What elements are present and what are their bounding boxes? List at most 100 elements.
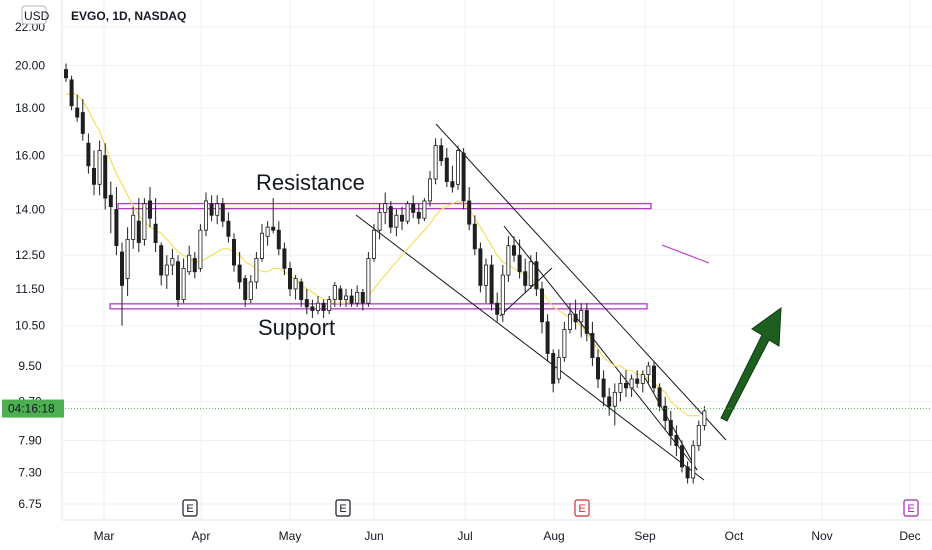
- y-tick-label: 11.50: [15, 282, 44, 296]
- candle-up: [131, 214, 136, 240]
- price-tag-text: 04:16:18: [8, 402, 55, 416]
- x-tick-label: Jul: [457, 529, 472, 543]
- candle-up: [455, 150, 460, 185]
- channel-lower-line[interactable]: [355, 214, 705, 481]
- candle-down: [450, 181, 455, 188]
- candle-down: [209, 203, 214, 216]
- candle-up: [265, 226, 270, 237]
- candle-up: [203, 200, 208, 231]
- candle-up: [528, 261, 533, 286]
- candle-down: [523, 271, 528, 286]
- candle-up: [215, 203, 220, 216]
- candle-down: [220, 203, 225, 222]
- candle-down: [517, 254, 522, 273]
- candle-up: [483, 264, 488, 286]
- candle-down: [75, 107, 80, 118]
- wedge-lower-line[interactable]: [499, 267, 553, 317]
- candle-up: [371, 229, 376, 259]
- candle-up: [500, 274, 505, 315]
- candle-up: [646, 365, 651, 376]
- currency-badge[interactable]: [21, 5, 47, 25]
- x-tick-label: Oct: [725, 529, 744, 543]
- y-tick-label: 12.50: [15, 248, 45, 262]
- candle-down: [80, 112, 85, 134]
- candle-up: [691, 445, 696, 479]
- candle-down: [624, 382, 629, 389]
- candle-up: [181, 267, 186, 300]
- earnings-marker: [574, 499, 590, 517]
- candle-down: [349, 295, 354, 304]
- x-tick-label: Jun: [364, 529, 383, 543]
- candle-down: [573, 313, 578, 323]
- candle-down: [136, 220, 141, 243]
- candle-up: [142, 203, 147, 240]
- earnings-marker-label: E: [578, 503, 585, 515]
- y-tick-label: 7.90: [18, 433, 42, 447]
- candle-down: [540, 288, 545, 323]
- candle-up: [259, 232, 264, 259]
- chart-title: EVGO, 1D, NASDAQ: [71, 9, 186, 23]
- candle-down: [304, 299, 309, 308]
- candle-up: [696, 425, 701, 447]
- candle-down: [92, 167, 97, 185]
- x-tick-label: Mar: [94, 529, 115, 543]
- candle-up: [125, 238, 130, 279]
- candle-down: [652, 365, 657, 389]
- candle-down: [153, 223, 158, 243]
- candle-down: [439, 145, 444, 162]
- candle-down: [120, 251, 125, 286]
- current-price-tag[interactable]: 04:16:18: [2, 399, 64, 418]
- candle-up: [579, 310, 584, 323]
- candle-down: [512, 245, 517, 256]
- candle-up: [568, 313, 573, 330]
- candle-up: [187, 254, 192, 273]
- candle-up: [327, 299, 332, 311]
- candle-down: [231, 238, 236, 266]
- price-tag-background: [2, 399, 64, 418]
- y-tick-label: 6.75: [18, 497, 42, 511]
- candle-down: [192, 258, 197, 273]
- projection-line[interactable]: [661, 244, 710, 264]
- candle-down: [243, 278, 248, 300]
- candle-down: [657, 387, 662, 407]
- candle-down: [495, 302, 500, 315]
- candle-down: [534, 261, 539, 290]
- candle-down: [399, 214, 404, 222]
- y-tick-label: 18.00: [15, 101, 45, 115]
- candle-up: [640, 374, 645, 384]
- y-tick-label: 7.30: [18, 465, 42, 479]
- candle-down: [360, 292, 365, 304]
- earnings-marker-label: E: [907, 503, 914, 515]
- candle-down: [237, 264, 242, 283]
- candle-down: [310, 306, 315, 311]
- candle-down: [69, 79, 74, 107]
- candle-up: [612, 391, 617, 407]
- candle-down: [478, 248, 483, 286]
- candle-down: [596, 357, 601, 380]
- candle-down: [321, 302, 326, 311]
- x-tick-label: Nov: [811, 529, 832, 543]
- candle-down: [416, 211, 421, 219]
- candle-down: [444, 157, 449, 183]
- candle-up: [618, 382, 623, 393]
- candle-down: [388, 206, 393, 228]
- x-tick-label: Dec: [899, 529, 920, 543]
- candles: [64, 63, 707, 484]
- support-zone: [109, 303, 648, 310]
- x-tick-label: Aug: [543, 529, 564, 543]
- currency-label: USD: [24, 9, 50, 23]
- candle-down: [147, 200, 152, 219]
- grid: [62, 0, 932, 520]
- y-tick-label: 20.00: [15, 58, 45, 72]
- candle-down: [338, 288, 343, 300]
- candle-down: [489, 264, 494, 304]
- x-axis: Mar Apr May Jun Jul Aug Sep Oct Nov Dec: [62, 519, 932, 543]
- candle-up: [506, 245, 511, 276]
- candle-down: [103, 155, 108, 199]
- candle-up: [422, 200, 427, 219]
- candle-down: [668, 420, 673, 436]
- candle-down: [64, 69, 69, 79]
- channel-upper-line[interactable]: [435, 123, 727, 441]
- candle-up: [293, 278, 298, 290]
